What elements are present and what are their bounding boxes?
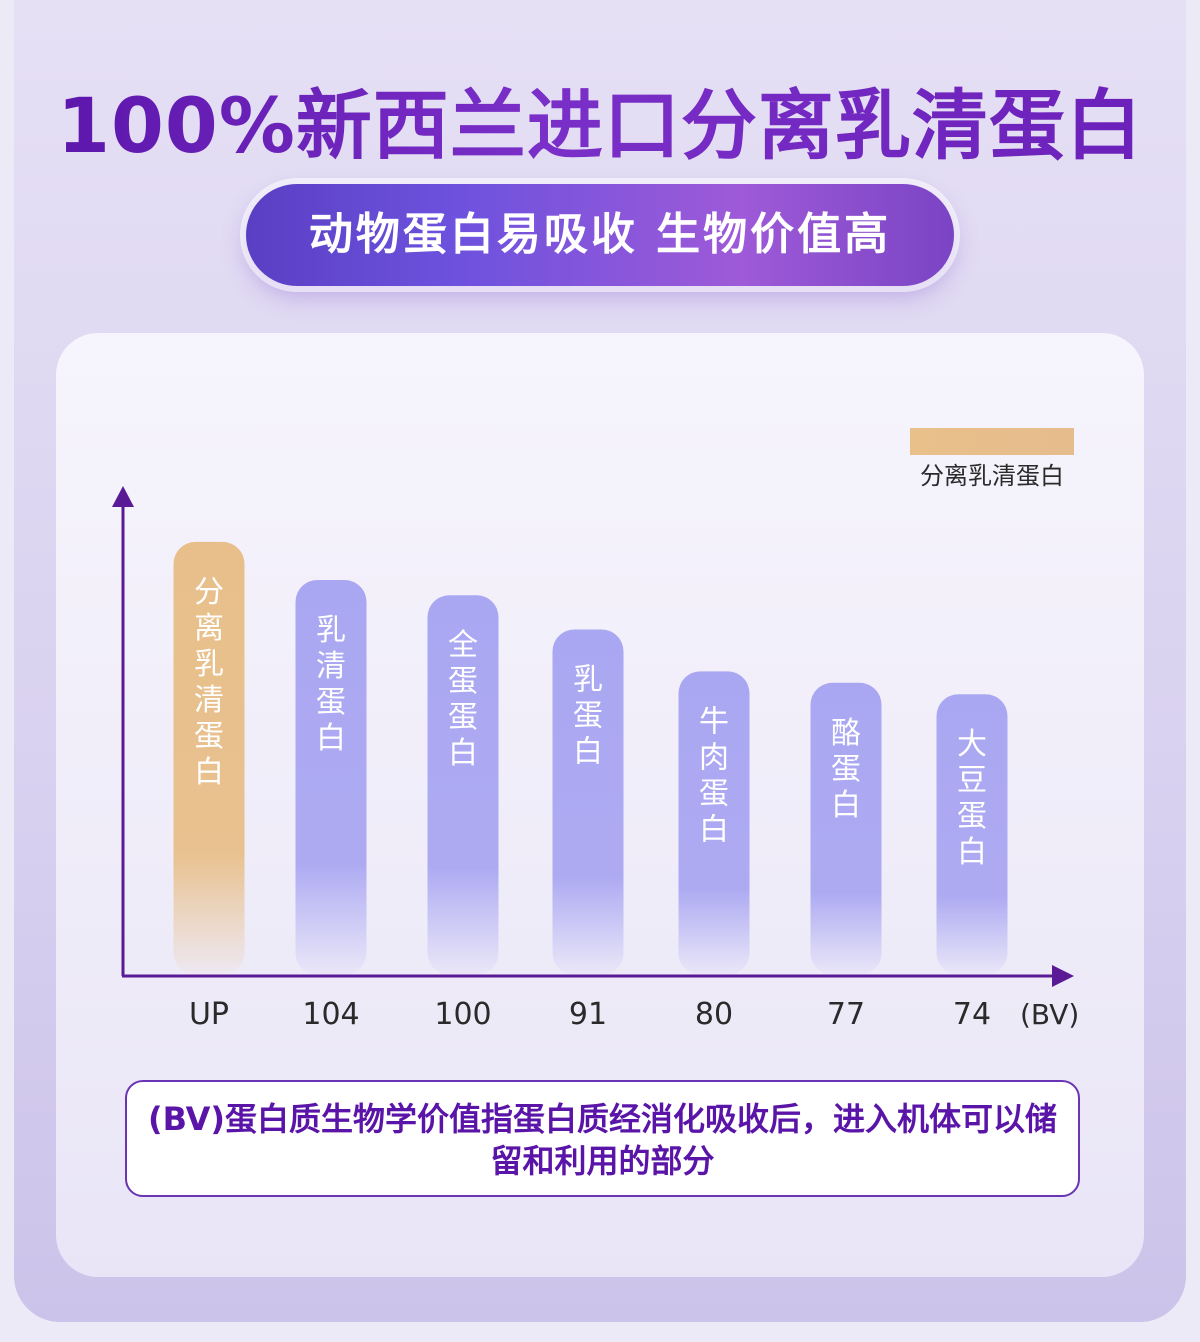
bar-label-4: 乳蛋白 (573, 662, 603, 769)
bar-2 (295, 579, 367, 975)
tick-label-2: 104 (302, 997, 359, 1032)
bar-label-3: 全蛋蛋白 (448, 628, 478, 771)
tick-label-6: 77 (827, 997, 865, 1032)
bar-label-1: 分离乳清蛋白 (194, 575, 224, 790)
bar-3 (427, 595, 499, 975)
bar-1 (173, 541, 245, 975)
tick-label-7: 74 (953, 997, 991, 1032)
x-axis-arrow (1052, 965, 1074, 987)
bar-label-2: 乳清蛋白 (316, 613, 346, 756)
bar-7 (936, 694, 1008, 975)
bar-label-6: 酪蛋白 (831, 716, 861, 823)
subtitle-pill: 动物蛋白易吸收 生物价值高 (246, 184, 954, 286)
x-unit-label: (BV) (1020, 998, 1079, 1031)
bar-6 (810, 682, 882, 975)
tick-label-3: 100 (434, 997, 491, 1032)
tick-label-5: 80 (695, 997, 733, 1032)
legend-swatch (910, 428, 1074, 455)
tick-label-4: 91 (569, 997, 607, 1032)
bv-definition-note: (BV)蛋白质生物学价值指蛋白质经消化吸收后，进入机体可以储留和利用的部分 (125, 1080, 1080, 1197)
page-title: 100%新西兰进口分离乳清蛋白 (0, 78, 1200, 174)
tick-label-1: UP (189, 997, 229, 1032)
bar-5 (678, 671, 750, 975)
bar-4 (552, 629, 624, 975)
y-axis-arrow (112, 486, 134, 507)
bar-label-5: 牛肉蛋白 (699, 704, 729, 847)
bar-label-7: 大豆蛋白 (957, 727, 987, 870)
legend-label: 分离乳清蛋白 (920, 462, 1064, 490)
